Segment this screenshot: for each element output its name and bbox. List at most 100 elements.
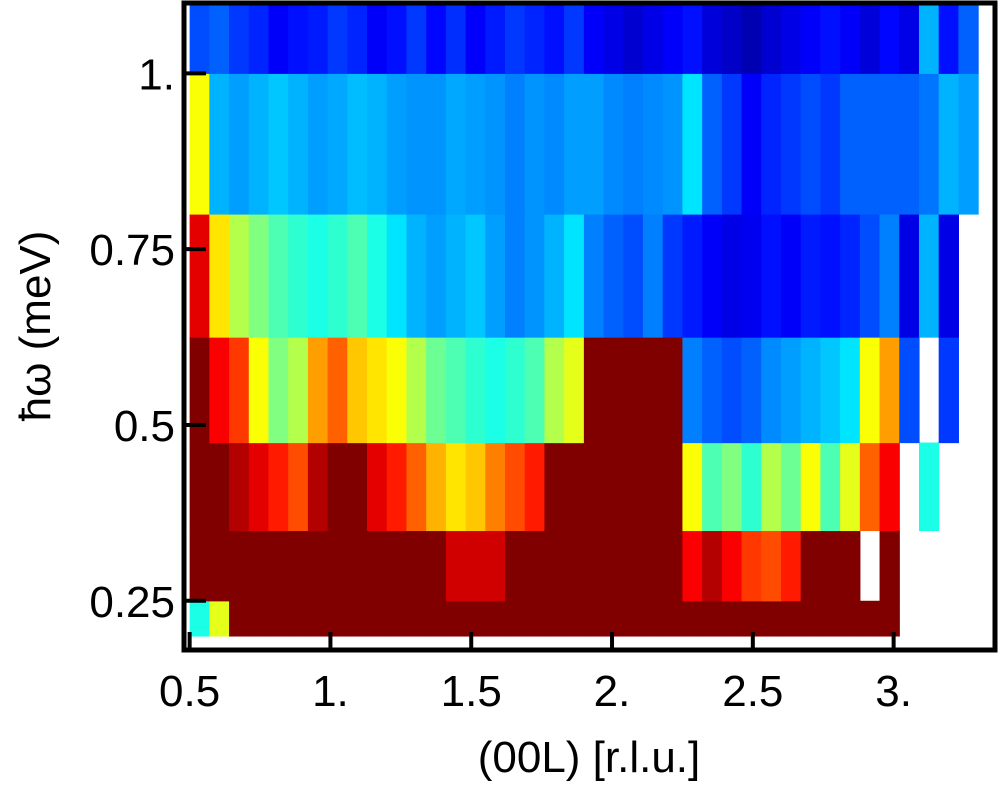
heatmap-cell [485, 73, 506, 215]
plot-frame [181, 0, 998, 653]
heatmap-cell [544, 600, 565, 637]
heatmap-cell [544, 530, 565, 602]
heatmap-cell [918, 73, 940, 215]
heatmap-cell [643, 337, 664, 444]
heatmap-cell [662, 600, 684, 637]
x-axis-ticks: 0.5 1. 1.5 2. 2.5 3. [159, 632, 912, 716]
heatmap-cell [406, 337, 427, 444]
heatmap-cell [820, 213, 841, 338]
heatmap-cell [721, 337, 743, 444]
heatmap-cell [741, 3, 762, 74]
heatmap-cell [879, 73, 900, 215]
heatmap-cell [229, 530, 250, 602]
y-tick-label: 1. [138, 50, 175, 99]
heatmap-cell [761, 337, 782, 444]
heatmap-cell [918, 3, 940, 74]
heatmap-cell [524, 3, 546, 74]
heatmap-cell [189, 442, 210, 532]
heatmap-cell [800, 600, 822, 637]
heatmap-cell [859, 213, 881, 338]
heatmap-cell [426, 213, 447, 338]
heatmap-cell [623, 73, 644, 215]
heatmap-cell [662, 337, 684, 444]
heatmap-cell [899, 73, 920, 215]
heatmap-cell [702, 3, 723, 74]
heatmap-cell [445, 3, 467, 74]
heatmap-cell [505, 530, 526, 602]
heatmap-cell [741, 600, 762, 637]
heatmap-cell [721, 442, 743, 532]
heatmap-cell [721, 73, 743, 215]
heatmap-cell [702, 213, 723, 338]
heatmap-cell [465, 337, 486, 444]
x-axis-title: (00L) [r.l.u.] [478, 733, 701, 782]
heatmap-cell [820, 530, 841, 602]
heatmap-cell [583, 73, 605, 215]
heatmap-cell [780, 600, 802, 637]
heatmap-cell [958, 3, 979, 74]
heatmap-cell [485, 3, 506, 74]
heatmap-cell [564, 337, 585, 444]
heatmap-cell [544, 442, 565, 532]
heatmap-cell [682, 3, 703, 74]
heatmap-cell [702, 73, 723, 215]
y-axis-ticks: 0.25 0.5 0.75 1. [89, 50, 206, 627]
heatmap-cell [327, 600, 348, 637]
heatmap-cell [268, 600, 289, 637]
heatmap-cell [603, 600, 624, 637]
heatmap-cell [426, 530, 447, 602]
heatmap-cell [840, 213, 861, 338]
heatmap-cell [189, 3, 210, 74]
heatmap-cell [662, 213, 684, 338]
heatmap-cell [643, 530, 664, 602]
heatmap-cell [327, 213, 348, 338]
heatmap-cell [367, 337, 388, 444]
heatmap-cell [367, 3, 388, 74]
heatmap-cell [327, 442, 348, 532]
heatmap-cell [288, 73, 309, 215]
heatmap-cell [820, 337, 841, 444]
heatmap-cell [643, 600, 664, 637]
heatmap-cell [485, 337, 506, 444]
heatmap-cell [938, 73, 959, 215]
heatmap-cell [426, 600, 447, 637]
heatmap-cell [859, 442, 881, 532]
heatmap-cell [268, 73, 289, 215]
heatmap-cell [347, 337, 368, 444]
heatmap-cell [445, 73, 467, 215]
heatmap-cell [229, 600, 250, 637]
heatmap-cell [445, 442, 467, 532]
heatmap-cell [662, 3, 684, 74]
heatmap-cell [938, 337, 959, 444]
heatmap-cell [386, 73, 408, 215]
heatmap-cell [643, 213, 664, 338]
heatmap-cell [386, 213, 408, 338]
heatmap-cell [288, 3, 309, 74]
heatmap-cell [820, 600, 841, 637]
heatmap-cell [761, 73, 782, 215]
y-tick-label: 0.5 [114, 402, 175, 451]
heatmap-cell [406, 600, 427, 637]
heatmap-cell [307, 600, 329, 637]
heatmap-cell [288, 600, 309, 637]
heatmap-cell [505, 442, 526, 532]
heatmap-cell [544, 337, 565, 444]
heatmap-cell [524, 73, 546, 215]
heatmap-cell [682, 337, 703, 444]
heatmap-cell [800, 530, 822, 602]
heatmap-cell [268, 337, 289, 444]
heatmap-cell [879, 337, 900, 444]
heatmap-cell [505, 3, 526, 74]
heatmap-cell [229, 337, 250, 444]
heatmap-cell [879, 600, 900, 637]
heatmap-cell [623, 600, 644, 637]
heatmap-cell [524, 213, 546, 338]
heatmap-cell [485, 213, 506, 338]
heatmap-cell [938, 213, 959, 338]
heatmap-cell [367, 213, 388, 338]
heatmap-cell [820, 3, 841, 74]
heatmap-cell [445, 213, 467, 338]
heatmap-cell [268, 442, 289, 532]
heatmap-cell [899, 337, 920, 444]
heatmap-cell [603, 73, 624, 215]
